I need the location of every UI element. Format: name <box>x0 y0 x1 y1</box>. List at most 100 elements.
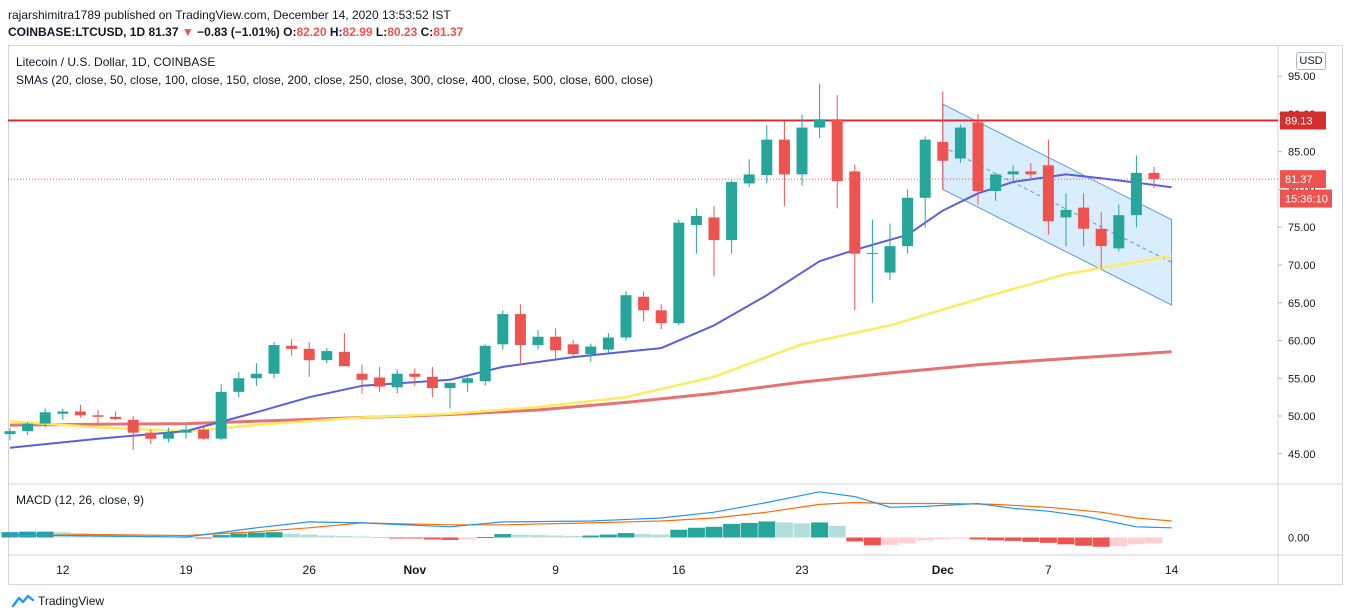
macd-histogram-bar <box>1145 537 1163 544</box>
candle-body <box>162 432 174 439</box>
candle-body <box>321 351 333 361</box>
candle-body <box>778 139 790 175</box>
macd-histogram-bar <box>863 537 881 546</box>
currency-button[interactable]: USD <box>1296 52 1326 70</box>
candle-body <box>990 174 1002 191</box>
macd-histogram-bar <box>1092 537 1110 547</box>
macd-histogram-bar <box>599 534 617 538</box>
x-tick-label: 14 <box>1165 563 1179 577</box>
y-tick-label: 65.00 <box>1288 298 1316 310</box>
change-down-icon: ▼ <box>181 25 194 39</box>
candle-body <box>198 429 210 439</box>
open-value: 82.20 <box>296 25 327 39</box>
candle-body <box>338 351 350 367</box>
x-tick-label: 23 <box>795 563 809 577</box>
macd-histogram-bar <box>1110 537 1128 547</box>
macd-histogram-bar <box>670 529 688 538</box>
y-tick-label: 45.00 <box>1288 449 1316 461</box>
x-tick-label: Dec <box>932 563 954 577</box>
macd-histogram-bar <box>987 537 1005 541</box>
macd-histogram-bar <box>371 537 389 539</box>
chart-title: Litecoin / U.S. Dollar, 1D, COINBASE <box>16 55 216 69</box>
candle-body <box>690 215 702 225</box>
macd-histogram-bar <box>1022 537 1040 542</box>
candle-body <box>1095 228 1107 247</box>
candle-body <box>972 122 984 191</box>
candle-body <box>673 222 685 324</box>
price-label-box <box>1280 170 1326 189</box>
candle-body <box>585 346 597 355</box>
price-label-box <box>1280 111 1326 130</box>
ohlc-line: COINBASE:LTCUSD, 1D 81.37 ▼ −0.83 (−1.01… <box>8 25 463 39</box>
candle-body <box>655 310 667 324</box>
high-value: 82.99 <box>342 25 373 39</box>
candle-body <box>1113 215 1125 249</box>
candle-body <box>74 411 86 416</box>
macd-histogram-bar <box>459 537 477 540</box>
candle-body <box>391 373 403 388</box>
candle-body <box>233 378 245 392</box>
price-label: 15:36:10 <box>1285 194 1328 206</box>
brand-label: TradingView <box>38 594 105 608</box>
macd-histogram-bar <box>476 537 494 539</box>
macd-histogram-bar <box>775 522 793 538</box>
candle-body <box>866 252 878 254</box>
low-label: L: <box>375 25 388 39</box>
y-tick-label: 55.00 <box>1288 373 1316 385</box>
macd-histogram-bar <box>793 523 811 538</box>
sma-200-line <box>9 350 1172 427</box>
macd-histogram-bar <box>723 523 741 538</box>
candle-body <box>268 345 280 374</box>
candle-body <box>462 378 474 383</box>
price-change: −0.83 (−1.01%) <box>197 25 280 39</box>
macd-histogram-bar <box>705 526 723 538</box>
candle-body <box>374 377 386 387</box>
y-tick-label: 75.00 <box>1288 222 1316 234</box>
macd-histogram-bar <box>247 532 265 538</box>
low-value: 80.23 <box>387 25 418 39</box>
sma-50-line <box>9 254 1172 433</box>
macd-histogram-bar <box>511 534 529 538</box>
high-label: H: <box>329 25 343 39</box>
y-tick-label: 95.00 <box>1288 71 1316 83</box>
macd-histogram-bar <box>406 537 424 539</box>
candle-body <box>303 348 315 361</box>
sma-legend[interactable]: SMAs (20, close, 50, close, 100, close, … <box>16 73 654 87</box>
macd-legend[interactable]: MACD (12, 26, close, 9) <box>16 493 145 507</box>
macd-histogram-bar <box>899 537 917 544</box>
close-label: C: <box>420 25 434 39</box>
macd-zero-label: 0.00 <box>1288 532 1309 544</box>
candle-body <box>286 345 298 349</box>
y-tick-label: 60.00 <box>1288 336 1316 348</box>
macd-histogram-bar <box>230 533 248 538</box>
x-tick-label: 9 <box>552 563 559 577</box>
macd-histogram-bar <box>758 521 776 538</box>
candle-body <box>937 141 949 161</box>
y-tick-label: 70.00 <box>1288 260 1316 272</box>
tradingview-logo-icon <box>12 594 34 608</box>
macd-histogram-bar <box>564 536 582 538</box>
candle-body <box>39 412 51 424</box>
x-tick-label: 7 <box>1045 563 1052 577</box>
macd-histogram-bar <box>1039 537 1057 543</box>
candle-body <box>602 337 614 350</box>
candle-body <box>180 429 192 433</box>
candle-body <box>1060 209 1072 218</box>
macd-histogram-bar <box>265 532 283 538</box>
candle-body <box>250 373 262 379</box>
candle-body <box>726 181 738 241</box>
macd-histogram-bar <box>1004 537 1022 541</box>
macd-histogram-bar <box>969 537 987 540</box>
macd-histogram-bar <box>353 536 371 538</box>
macd-histogram-bar <box>195 537 213 539</box>
candle-body <box>514 314 526 346</box>
macd-histogram-bar <box>547 535 565 538</box>
candle-body <box>110 416 122 420</box>
macd-histogram-bar <box>423 537 441 540</box>
macd-histogram-bar <box>617 533 635 538</box>
candle-body <box>444 382 456 389</box>
candle-body <box>426 376 438 389</box>
macd-histogram-bar <box>283 533 301 538</box>
candle-body <box>902 197 914 247</box>
